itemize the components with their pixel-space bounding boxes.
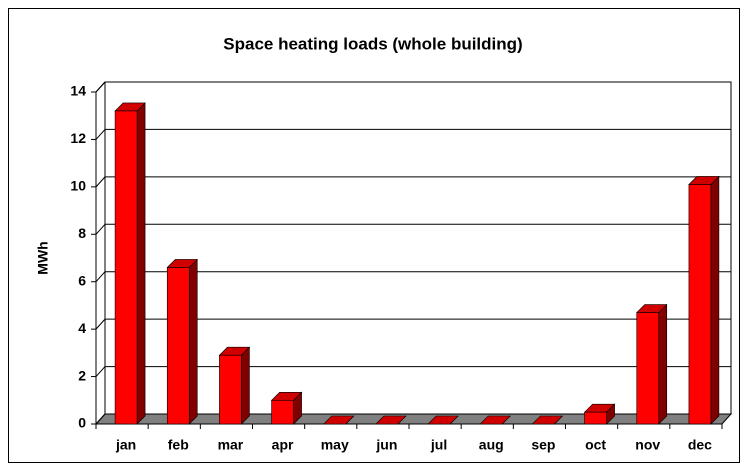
bar: [584, 411, 607, 425]
bar-side: [241, 346, 250, 425]
x-tick-label: jul: [430, 437, 447, 453]
x-tick-label: jan: [115, 437, 136, 453]
bar: [636, 312, 660, 425]
x-tick-label: mar: [218, 437, 244, 453]
y-tick-label: 6: [78, 272, 86, 288]
x-tick-label: sep: [531, 437, 555, 453]
bar: [166, 267, 190, 425]
y-tick-label: 8: [78, 225, 86, 241]
bar-side: [136, 102, 146, 425]
bar-top: [479, 415, 511, 425]
y-axis-label: MWh: [35, 241, 51, 274]
grid-line-side: [95, 413, 106, 425]
bar-top: [427, 415, 459, 425]
grid-line-side: [95, 81, 106, 93]
y-tick-label: 4: [78, 320, 86, 336]
bar: [688, 184, 712, 425]
chart-title: Space heating loads (whole building): [223, 34, 522, 53]
y-tick-label: 10: [70, 178, 86, 194]
grid-line-side: [95, 176, 106, 188]
bar-top: [531, 415, 564, 425]
x-tick-label: apr: [272, 437, 294, 453]
y-tick-label: 2: [78, 367, 86, 383]
y-tick-label: 14: [70, 83, 86, 99]
grid-line-side: [95, 318, 106, 330]
grid-line-side: [95, 271, 106, 283]
x-tick-label: feb: [168, 437, 189, 453]
bar: [271, 399, 294, 425]
bar: [219, 354, 242, 425]
bar-side: [658, 303, 668, 425]
x-tick-label: dec: [688, 437, 712, 453]
y-tick-label: 12: [70, 130, 86, 146]
grid-line-side: [95, 366, 106, 377]
bar-side: [188, 258, 198, 425]
back-wall: [104, 81, 732, 415]
y-tick-label: 0: [78, 415, 86, 431]
x-tick-label: may: [321, 437, 349, 453]
bar-top: [375, 415, 407, 425]
bar-side: [710, 175, 720, 425]
x-tick-label: aug: [479, 437, 504, 453]
grid-line-side: [95, 129, 106, 140]
x-tick-label: nov: [635, 437, 660, 453]
bar: [114, 110, 138, 425]
grid-line-side: [95, 223, 106, 235]
x-tick-label: oct: [585, 437, 606, 453]
bar-top: [323, 415, 355, 425]
x-tick-label: jun: [375, 437, 397, 453]
